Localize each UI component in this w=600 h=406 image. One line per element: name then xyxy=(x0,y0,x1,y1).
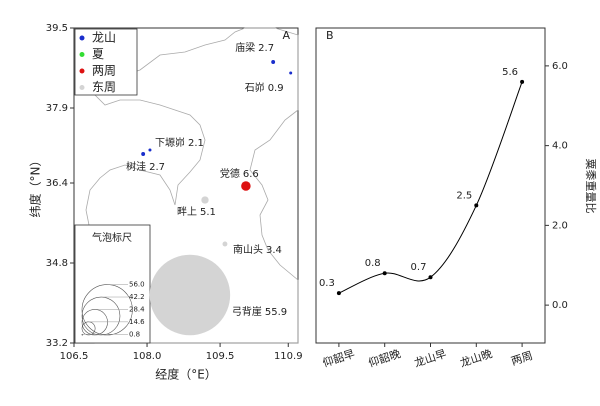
y-axis-label: 粟黍重量比 xyxy=(584,159,598,214)
point-name: 下塬峁 xyxy=(155,137,185,149)
legend-label: 夏 xyxy=(92,47,104,61)
point-name: 南山头 xyxy=(233,243,263,256)
point-value: 5.1 xyxy=(200,207,216,218)
size-legend-label: 14.6 xyxy=(129,318,145,326)
size-legend-label: 42.2 xyxy=(129,293,145,301)
x-tick-label: 龙山早 xyxy=(413,347,448,370)
point-name: 石峁 xyxy=(245,82,265,94)
legend-label: 两周 xyxy=(92,64,116,78)
legend-marker xyxy=(79,52,85,57)
y-tick-label: 4.0 xyxy=(552,141,568,152)
x-tick-label: 109.5 xyxy=(206,351,235,362)
point-name: 畔上 xyxy=(177,205,197,218)
size-legend-box xyxy=(74,224,151,344)
point-value: 2.7 xyxy=(149,162,165,173)
bubble xyxy=(149,254,231,336)
bubble xyxy=(148,148,152,152)
size-legend-label: 56.0 xyxy=(129,281,145,289)
point-value: 6.6 xyxy=(243,169,259,180)
legend-marker xyxy=(79,35,85,41)
y-tick-label: 0.0 xyxy=(552,300,568,311)
bubble xyxy=(222,241,228,247)
y-tick-label: 6.0 xyxy=(552,61,568,72)
size-legend-title: 气泡标尺 xyxy=(92,231,132,244)
panel-label: A xyxy=(282,29,290,42)
legend-marker xyxy=(79,68,85,74)
point-value: 3.4 xyxy=(266,245,282,256)
point-value: 2.1 xyxy=(188,138,204,149)
value-label: 0.7 xyxy=(411,262,427,273)
point xyxy=(520,79,525,84)
size-legend-label: 0.8 xyxy=(129,330,140,338)
x-tick-label: 龙山晚 xyxy=(458,347,493,370)
y-tick-label: 36.4 xyxy=(46,178,68,189)
y-tick-label: 39.5 xyxy=(46,23,68,34)
bubble xyxy=(141,152,146,156)
value-label: 0.3 xyxy=(319,278,335,289)
line xyxy=(338,81,523,294)
bubble xyxy=(271,60,276,64)
point xyxy=(428,275,433,280)
x-tick-label: 两周 xyxy=(509,349,534,368)
x-tick-label: 仰韶早 xyxy=(321,346,357,370)
point-value: 55.9 xyxy=(265,307,287,318)
size-legend-label: 28.4 xyxy=(129,305,145,313)
bubble xyxy=(241,181,251,191)
legend-label: 东周 xyxy=(92,80,116,94)
value-label: 2.5 xyxy=(456,190,472,201)
y-tick-label: 34.8 xyxy=(46,258,68,269)
value-label: 0.8 xyxy=(365,258,381,269)
x-tick-label: 仰韶晚 xyxy=(367,346,403,370)
y-axis-label: 纬度（°N） xyxy=(28,155,43,218)
point xyxy=(474,203,479,208)
legend-marker xyxy=(79,85,85,90)
y-tick-label: 33.2 xyxy=(46,338,68,349)
y-tick-label: 37.9 xyxy=(46,103,68,114)
legend-label: 龙山 xyxy=(92,31,116,45)
point-name: 庙梁 xyxy=(235,41,255,54)
y-tick-label: 2.0 xyxy=(552,220,568,231)
point-value: 0.9 xyxy=(268,83,284,94)
legend-box xyxy=(74,28,138,96)
x-tick-label: 110.9 xyxy=(274,351,303,362)
point-name: 弓背崖 xyxy=(232,305,262,318)
bubble xyxy=(201,196,209,204)
x-tick-label: 106.5 xyxy=(60,351,89,362)
point xyxy=(336,291,341,296)
value-label: 5.6 xyxy=(502,67,518,78)
bubble xyxy=(289,71,293,75)
point-name: 树洼 xyxy=(126,160,146,173)
x-axis-label: 经度（°E） xyxy=(155,367,217,382)
x-tick-label: 108.0 xyxy=(133,351,162,362)
point-name: 党德 xyxy=(220,167,240,180)
panel-label: B xyxy=(326,29,334,42)
point xyxy=(382,271,387,276)
point-value: 2.7 xyxy=(258,43,274,54)
